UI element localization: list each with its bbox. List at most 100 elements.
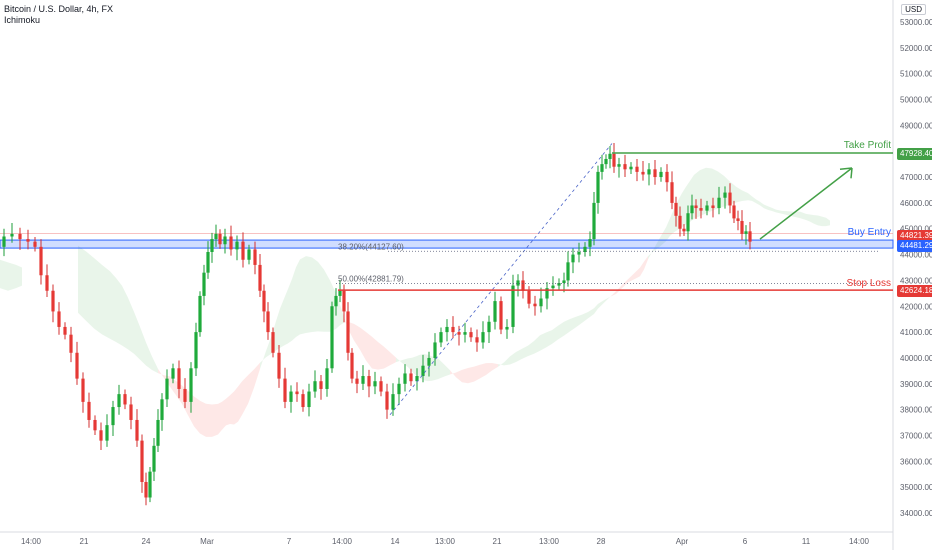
candle xyxy=(117,384,121,415)
candle-body xyxy=(271,332,275,353)
candle-body xyxy=(647,169,651,175)
candle xyxy=(647,163,651,186)
candle-body xyxy=(165,378,169,400)
ichimoku-cloud-green xyxy=(498,296,610,367)
candle-body xyxy=(740,220,744,234)
candle xyxy=(732,200,736,224)
candle xyxy=(612,142,616,173)
symbol-title: Bitcoin / U.S. Dollar, 4h, FX xyxy=(4,4,114,14)
currency-button[interactable]: USD xyxy=(901,4,926,15)
candle-body xyxy=(674,202,678,216)
candle xyxy=(69,326,73,363)
candle xyxy=(93,415,97,435)
candle xyxy=(682,224,686,236)
candle-body xyxy=(617,164,621,167)
candle xyxy=(539,287,543,313)
candle xyxy=(218,229,222,249)
x-tick-label: 21 xyxy=(80,537,89,546)
candle-body xyxy=(152,445,156,472)
candle xyxy=(583,242,587,257)
candle xyxy=(699,198,703,219)
candle-body xyxy=(463,332,467,335)
candle xyxy=(301,389,305,412)
candle-body xyxy=(277,352,281,379)
fib-level-label: 38.20%(44127.60) xyxy=(338,242,404,251)
candle-body xyxy=(194,332,198,369)
candle xyxy=(45,264,49,297)
candle xyxy=(39,239,43,285)
y-tick-label: 37000.00 xyxy=(900,431,932,440)
candle-body xyxy=(330,306,334,369)
candle xyxy=(659,167,663,182)
y-tick-label: 50000.00 xyxy=(900,96,932,105)
candle xyxy=(247,244,251,265)
candle-body xyxy=(551,285,555,289)
candle-body xyxy=(81,378,85,402)
candle xyxy=(194,322,198,377)
y-tick-label: 34000.00 xyxy=(900,509,932,518)
candle xyxy=(111,400,115,436)
candle-body xyxy=(711,205,715,209)
ichimoku-cloud-green xyxy=(78,245,158,374)
candle-body xyxy=(51,290,55,312)
candle xyxy=(152,438,156,481)
candle-body xyxy=(379,381,383,392)
candle xyxy=(748,222,752,250)
stop-loss-price-badge: 42624.18 xyxy=(897,285,932,297)
candle xyxy=(516,274,520,297)
candle-body xyxy=(577,251,581,255)
candle-body xyxy=(342,290,346,312)
candle xyxy=(499,296,503,335)
candle-body xyxy=(283,378,287,402)
candle-body xyxy=(111,407,115,426)
candle xyxy=(421,354,425,383)
candle xyxy=(10,223,14,243)
y-tick-label: 39000.00 xyxy=(900,380,932,389)
candle-body xyxy=(135,419,139,441)
candle xyxy=(330,301,334,373)
candle-body xyxy=(99,430,103,441)
x-tick-label: 7 xyxy=(287,537,292,546)
candle xyxy=(566,251,570,287)
candle-body xyxy=(533,303,537,307)
candle xyxy=(571,248,575,274)
candle xyxy=(165,369,169,408)
candle-body xyxy=(641,171,645,175)
candle xyxy=(608,146,612,169)
y-tick-label: 41000.00 xyxy=(900,328,932,337)
candle xyxy=(123,389,127,410)
candle xyxy=(334,288,338,316)
candle xyxy=(2,228,6,257)
candle xyxy=(604,154,608,169)
candle-body xyxy=(653,169,657,178)
candle-body xyxy=(493,301,497,322)
candle-body xyxy=(57,311,61,327)
candle xyxy=(723,186,727,209)
candle xyxy=(623,154,627,178)
candle-body xyxy=(258,264,262,291)
candle xyxy=(140,434,144,493)
candle-body xyxy=(361,376,365,384)
candle xyxy=(350,348,354,384)
candle xyxy=(551,276,555,296)
candle-body xyxy=(723,192,727,198)
candle xyxy=(241,232,245,268)
candle xyxy=(81,372,85,413)
candle-body xyxy=(748,231,752,242)
candle-body xyxy=(39,246,43,276)
candle-body xyxy=(391,394,395,410)
candle-body xyxy=(635,166,639,172)
candle xyxy=(433,333,437,366)
candle xyxy=(686,205,690,241)
candle xyxy=(26,229,30,250)
candle xyxy=(717,186,721,215)
candle-body xyxy=(289,391,293,402)
candle xyxy=(736,210,740,231)
candle-body xyxy=(367,376,371,387)
candle-body xyxy=(678,215,682,229)
candle xyxy=(653,159,657,185)
candle xyxy=(307,383,311,417)
candle-body xyxy=(140,440,144,482)
candle-body xyxy=(527,290,531,304)
